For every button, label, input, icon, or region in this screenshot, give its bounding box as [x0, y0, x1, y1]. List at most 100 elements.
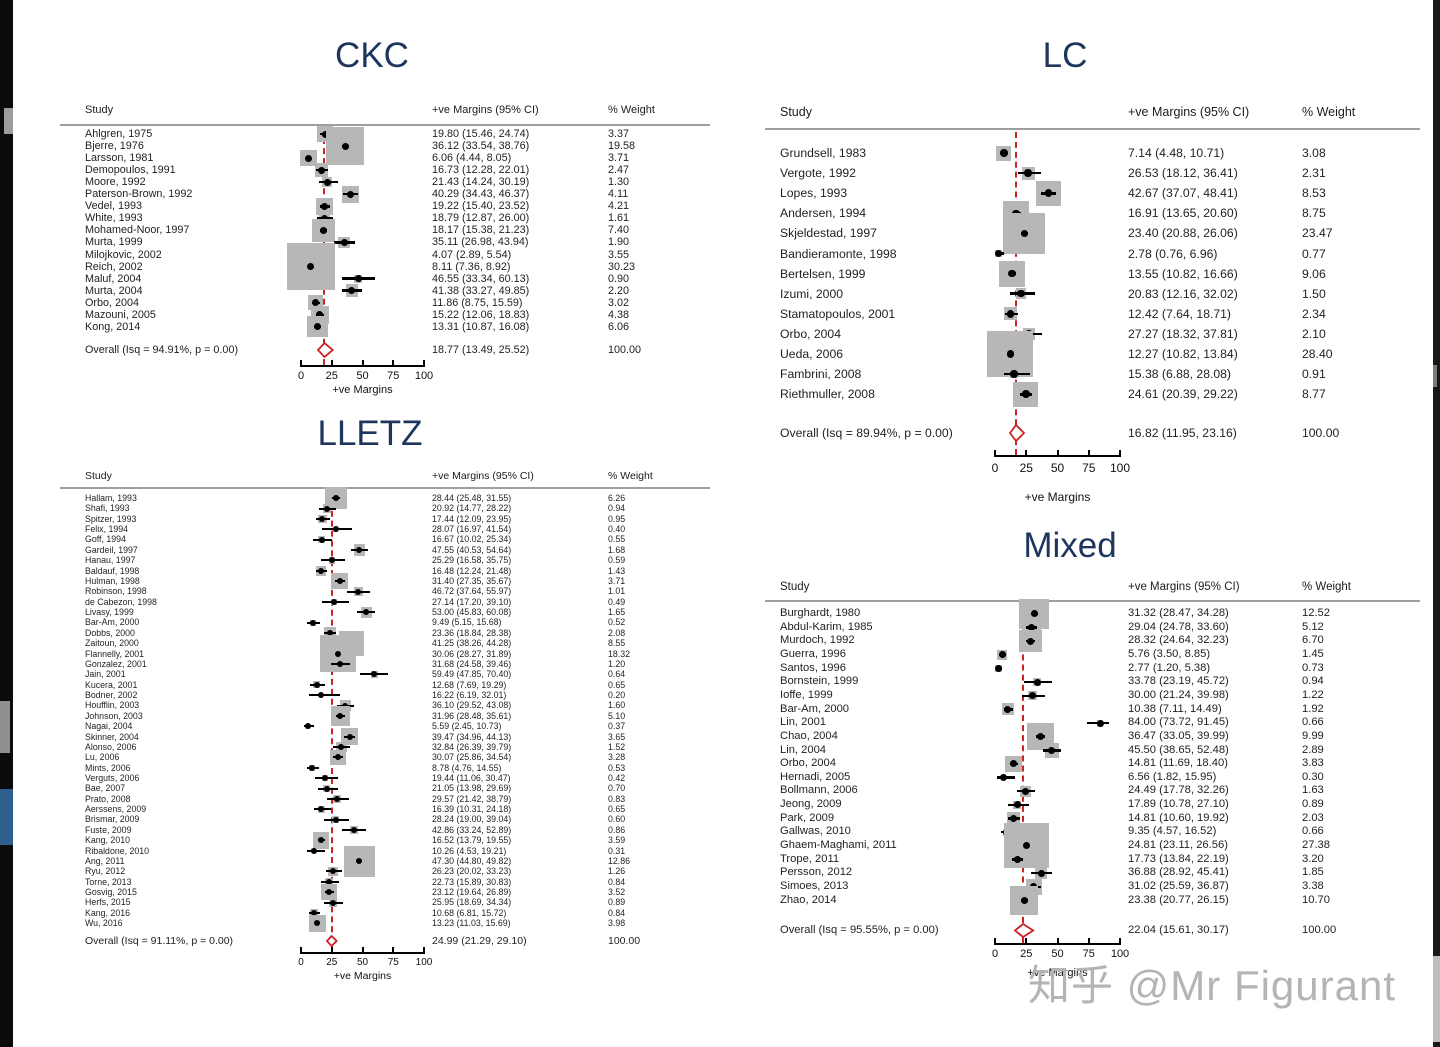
ci-text: 10.38 (7.11, 14.49): [1128, 702, 1222, 715]
x-axis-tick: [994, 938, 996, 945]
study-row: White, 1993 18.79 (12.87, 26.00) 1.61: [20, 212, 720, 224]
study-row: Grundsell, 1983 7.14 (4.48, 10.71) 3.08: [760, 143, 1440, 163]
point-estimate-dot: [325, 878, 332, 885]
x-axis-tick: [1119, 938, 1121, 945]
point-estimate-dot: [318, 567, 325, 574]
weight-text: 2.31: [1302, 166, 1326, 181]
study-label: Grundsell, 1983: [780, 146, 867, 160]
ci-text: 11.86 (8.75, 15.59): [432, 296, 523, 309]
ci-text: 18.79 (12.87, 26.00): [432, 212, 530, 225]
point-estimate-dot: [331, 598, 338, 605]
study-row: Robinson, 1998 46.72 (37.64, 55.97) 1.01: [20, 586, 720, 596]
x-axis-tick-label: 25: [326, 957, 338, 968]
ci-text: 59.49 (47.85, 70.40): [432, 669, 512, 680]
study-row: Aerssens, 2009 16.39 (10.31, 24.18) 0.65: [20, 804, 720, 814]
study-label: Ribaldone, 2010: [85, 845, 150, 856]
point-estimate-dot: [1048, 746, 1056, 754]
weight-text: 10.70: [1302, 893, 1330, 906]
point-estimate-dot: [1030, 610, 1038, 618]
study-row: Hallam, 1993 28.44 (25.48, 31.55) 6.26: [20, 487, 720, 509]
study-row: Jain, 2001 59.49 (47.85, 70.40) 0.64: [20, 669, 720, 679]
ci-text: 24.81 (23.11, 26.56): [1128, 839, 1228, 852]
point-estimate-dot: [1022, 787, 1030, 795]
column-header-study: Study: [85, 104, 114, 116]
point-estimate-dot: [329, 557, 336, 564]
study-label: Andersen, 1994: [780, 206, 867, 221]
study-row: Kang, 2016 10.68 (6.81, 15.72) 0.84: [20, 908, 720, 918]
weight-text: 4.38: [608, 308, 630, 321]
study-label: White, 1993: [85, 212, 143, 225]
overall-weight-text: 100.00: [1302, 426, 1340, 440]
study-label: Park, 2009: [780, 811, 835, 824]
panel-title: Mixed: [1023, 526, 1117, 565]
overall-diamond: [316, 342, 334, 358]
ci-text: 41.25 (38.26, 44.28): [432, 638, 512, 649]
study-row: Bertelsen, 1999 13.55 (10.82, 16.66) 9.06: [760, 260, 1440, 287]
study-row: Park, 2009 14.81 (10.60, 19.92) 2.03: [760, 812, 1440, 826]
weight-text: 0.52: [608, 617, 626, 628]
point-estimate-dot: [309, 619, 316, 626]
ci-text: 26.23 (20.02, 33.23): [432, 866, 512, 877]
study-row: Bollmann, 2006 24.49 (17.78, 32.26) 1.63: [760, 784, 1440, 798]
study-label: Aerssens, 2009: [85, 804, 147, 815]
study-row: Riethmuller, 2008 24.61 (20.39, 29.22) 8.7…: [760, 381, 1440, 407]
weight-text: 6.70: [1302, 634, 1324, 647]
study-label: Flannelly, 2001: [85, 648, 145, 659]
x-axis-tick: [1025, 938, 1028, 945]
weight-text: 3.71: [608, 575, 626, 586]
weight-text: 3.52: [608, 887, 626, 898]
ci-text: 16.52 (13.79, 19.55): [432, 835, 512, 846]
ci-text: 23.38 (20.77, 26.15): [1128, 893, 1229, 906]
point-estimate-dot: [334, 754, 341, 761]
study-row: Mohamed-Noor, 1997 18.17 (15.38, 21.23) 7.…: [20, 218, 720, 243]
study-label: Zaitoun, 2000: [85, 638, 139, 649]
study-row: Persson, 2012 36.88 (28.92, 45.41) 1.85: [760, 866, 1440, 880]
study-label: Bar-Am, 2000: [85, 617, 140, 628]
ci-text: 16.73 (12.28, 22.01): [432, 164, 530, 177]
point-estimate-dot: [321, 130, 329, 138]
x-axis-label: +ve Margins: [332, 384, 393, 396]
study-row: Felix, 1994 28.07 (16.97, 41.54) 0.40: [20, 524, 720, 534]
x-axis-tick: [330, 360, 333, 367]
column-header-ci: +ve Margins (95% CI): [1128, 581, 1240, 593]
study-label: Bertelsen, 1999: [780, 266, 866, 281]
point-estimate-dot: [310, 847, 317, 854]
study-row: Ahlgren, 1975 19.80 (15.46, 24.74) 3.37: [20, 126, 720, 142]
ci-text: 24.61 (20.39, 29.22): [1128, 387, 1238, 402]
point-estimate-dot: [1022, 842, 1030, 850]
column-header-ci: +ve Margins (95% CI): [1128, 105, 1250, 119]
point-estimate-dot: [332, 495, 339, 502]
weight-text: 0.20: [608, 690, 626, 701]
weight-text: 3.71: [608, 152, 630, 165]
study-label: Robinson, 1998: [85, 586, 147, 597]
weight-text: 0.83: [608, 793, 626, 804]
study-label: Hanau, 1997: [85, 555, 136, 566]
study-label: Shafi, 1993: [85, 503, 130, 514]
point-estimate-dot: [356, 858, 363, 865]
study-label: Hernadi, 2005: [780, 770, 851, 783]
panel-title: LLETZ: [317, 414, 423, 453]
x-axis-tick: [1087, 938, 1090, 945]
study-label: Simoes, 2013: [780, 880, 849, 892]
point-estimate-dot: [332, 816, 339, 823]
study-row: Guerra, 1996 5.76 (3.50, 8.85) 1.45: [760, 648, 1440, 662]
ci-text: 28.24 (19.00, 39.04): [432, 814, 512, 825]
study-row: Trope, 2011 17.73 (13.84, 22.19) 3.20: [760, 851, 1440, 868]
weight-text: 19.58: [608, 140, 636, 153]
study-row: Orbo, 2004 11.86 (8.75, 15.59) 3.02: [20, 295, 720, 311]
ci-text: 30.06 (28.27, 31.89): [432, 648, 512, 659]
study-label: Bandieramonte, 1998: [780, 246, 897, 261]
weight-text: 12.52: [1302, 607, 1330, 619]
weight-text: 0.89: [608, 897, 626, 908]
x-axis-tick: [330, 947, 333, 954]
weight-text: 2.89: [1302, 743, 1324, 756]
overall-row: Overall (Isq = 91.11%, p = 0.00) 24.99 (2…: [20, 933, 720, 949]
study-row: Lin, 2004 45.50 (38.65, 52.48) 2.89: [760, 743, 1440, 758]
point-estimate-dot: [1008, 269, 1016, 278]
forest-panel-lletz: LLETZ Study +ve Margins (95% CI) % Weigh…: [20, 408, 720, 1000]
point-estimate-dot: [314, 920, 321, 927]
point-estimate-dot: [319, 515, 326, 522]
study-label: de Cabezon, 1998: [85, 596, 157, 607]
weight-text: 0.37: [608, 721, 626, 732]
point-estimate-dot: [1006, 350, 1015, 358]
